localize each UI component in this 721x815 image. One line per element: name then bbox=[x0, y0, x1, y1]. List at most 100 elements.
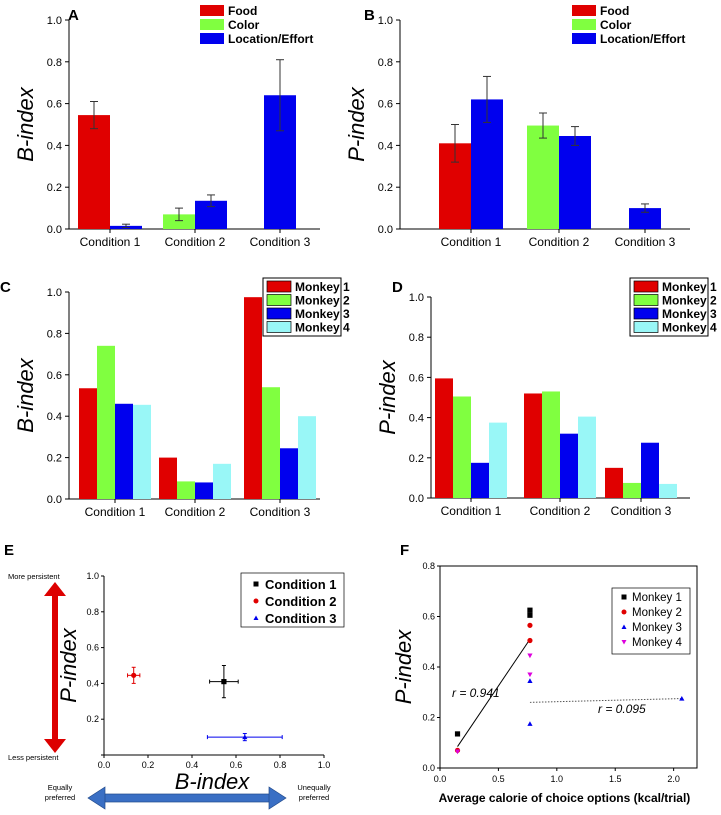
y-tick-label: 0.0 bbox=[378, 224, 393, 236]
bar bbox=[177, 481, 195, 499]
y-axis-label: B-index bbox=[13, 357, 38, 433]
legend-label: Monkey 2 bbox=[632, 607, 682, 619]
y-tick-label: 0.8 bbox=[422, 561, 435, 571]
bar bbox=[298, 416, 316, 499]
panel-a: A 0.0 0.2 0.4 0.6 0.8 1.0 B-index Condition 1 Con… bbox=[13, 4, 320, 249]
annotation-less-persistent: Less persistent bbox=[8, 753, 59, 762]
y-tick-label: 0.2 bbox=[86, 714, 99, 724]
bar bbox=[489, 422, 507, 498]
legend-swatch bbox=[266, 294, 292, 306]
x-tick-label: Condition 2 bbox=[165, 235, 226, 249]
legend-label: Location/Effort bbox=[600, 32, 685, 46]
legend-swatch bbox=[266, 307, 292, 320]
bar bbox=[195, 482, 213, 499]
bar bbox=[133, 404, 151, 499]
legend-label: Monkey 4 bbox=[662, 321, 717, 335]
legend: Condition 1 Condition 2 Condition 3 bbox=[240, 572, 345, 628]
x-tick-label: Condition 2 bbox=[530, 504, 591, 518]
data-point bbox=[527, 653, 533, 659]
bar bbox=[578, 416, 596, 498]
data-point bbox=[242, 734, 248, 740]
data-point bbox=[679, 695, 685, 701]
bar bbox=[213, 463, 231, 499]
data-point bbox=[527, 622, 533, 628]
legend-marker bbox=[253, 598, 259, 604]
legend-label: Condition 1 bbox=[265, 577, 337, 592]
bar bbox=[159, 457, 177, 499]
x-tick-label: Condition 1 bbox=[85, 505, 146, 519]
bar bbox=[659, 483, 677, 498]
data-point bbox=[454, 731, 461, 737]
panel-letter: E bbox=[4, 542, 14, 559]
bar bbox=[623, 482, 641, 498]
legend-label: Monkey 1 bbox=[662, 280, 717, 294]
legend-label: Condition 2 bbox=[265, 594, 337, 609]
y-axis-label: B-index bbox=[13, 86, 38, 162]
data-point bbox=[527, 678, 533, 683]
x-tick-label: 0.0 bbox=[434, 774, 447, 784]
y-axis-label: P-index bbox=[375, 359, 400, 435]
y-tick-label: 0.6 bbox=[47, 99, 62, 111]
bar bbox=[244, 297, 262, 499]
preference-arrow-shaft bbox=[100, 793, 274, 803]
panel-letter: D bbox=[392, 279, 403, 296]
y-tick-label: 1.0 bbox=[378, 15, 393, 27]
legend-marker bbox=[253, 615, 259, 620]
legend-marker bbox=[621, 624, 627, 629]
y-tick-label: 0.0 bbox=[422, 763, 435, 773]
panel-b: B 0.0 0.2 0.4 0.6 0.8 1.0 P-index Condition 1 Con… bbox=[344, 4, 690, 249]
data-point bbox=[527, 607, 533, 613]
y-tick-label: 0.8 bbox=[409, 332, 424, 344]
x-tick-label: 2.0 bbox=[667, 774, 680, 784]
y-tick-label: 0.6 bbox=[409, 372, 424, 384]
persistence-arrow-head-down bbox=[44, 739, 66, 753]
legend-swatch bbox=[200, 19, 224, 30]
fit-line bbox=[529, 698, 682, 703]
bar bbox=[115, 403, 133, 499]
legend-label: Monkey 3 bbox=[295, 307, 350, 321]
legend-label: Color bbox=[228, 18, 260, 32]
preference-arrow-head-left bbox=[87, 786, 106, 810]
y-tick-label: 1.0 bbox=[409, 292, 424, 304]
legend-swatch bbox=[572, 19, 596, 30]
y-tick-label: 0.0 bbox=[47, 224, 62, 236]
bar bbox=[78, 115, 110, 229]
bar bbox=[453, 396, 471, 498]
legend-marker bbox=[621, 640, 627, 645]
y-tick-label: 0.6 bbox=[378, 99, 393, 111]
x-tick-label: 0.4 bbox=[186, 760, 199, 770]
y-tick-label: 0.6 bbox=[422, 612, 435, 622]
legend-marker bbox=[621, 594, 627, 600]
legend-label: Monkey 2 bbox=[662, 294, 717, 308]
bar bbox=[524, 393, 542, 498]
y-tick-label: 0.6 bbox=[86, 643, 99, 653]
bar bbox=[280, 448, 298, 499]
panel-letter: F bbox=[400, 542, 409, 559]
legend-label: Monkey 2 bbox=[295, 294, 350, 308]
bar bbox=[559, 135, 591, 229]
panel-c: C 0.0 0.2 0.4 0.6 0.8 1.0 B-index Condition 1 Con… bbox=[0, 277, 350, 519]
legend-swatch bbox=[266, 280, 292, 293]
x-tick-label: 0.6 bbox=[230, 760, 243, 770]
y-tick-label: 0.4 bbox=[47, 411, 62, 423]
data-point bbox=[527, 637, 533, 644]
legend-swatch bbox=[200, 5, 224, 16]
y-tick-label: 0.0 bbox=[47, 494, 62, 506]
panel-letter: B bbox=[364, 7, 375, 24]
x-tick-label: Condition 3 bbox=[250, 505, 311, 519]
panel-f: F 0.0 0.2 0.4 0.6 0.8 0.0 0.5 1.0 1.5 2.0 P-index Av… bbox=[391, 542, 698, 805]
legend-swatch bbox=[200, 33, 224, 44]
legend-label: Monkey 4 bbox=[632, 637, 682, 649]
legend-swatch bbox=[633, 294, 659, 306]
y-axis-label: P-index bbox=[391, 629, 416, 705]
bar bbox=[605, 467, 623, 498]
bar bbox=[641, 442, 659, 498]
legend-swatch bbox=[633, 307, 659, 320]
y-tick-label: 0.2 bbox=[47, 182, 62, 194]
preference-arrow-head-right bbox=[268, 786, 287, 810]
x-tick-label: Condition 1 bbox=[441, 235, 502, 249]
x-tick-label: 0.5 bbox=[492, 774, 505, 784]
